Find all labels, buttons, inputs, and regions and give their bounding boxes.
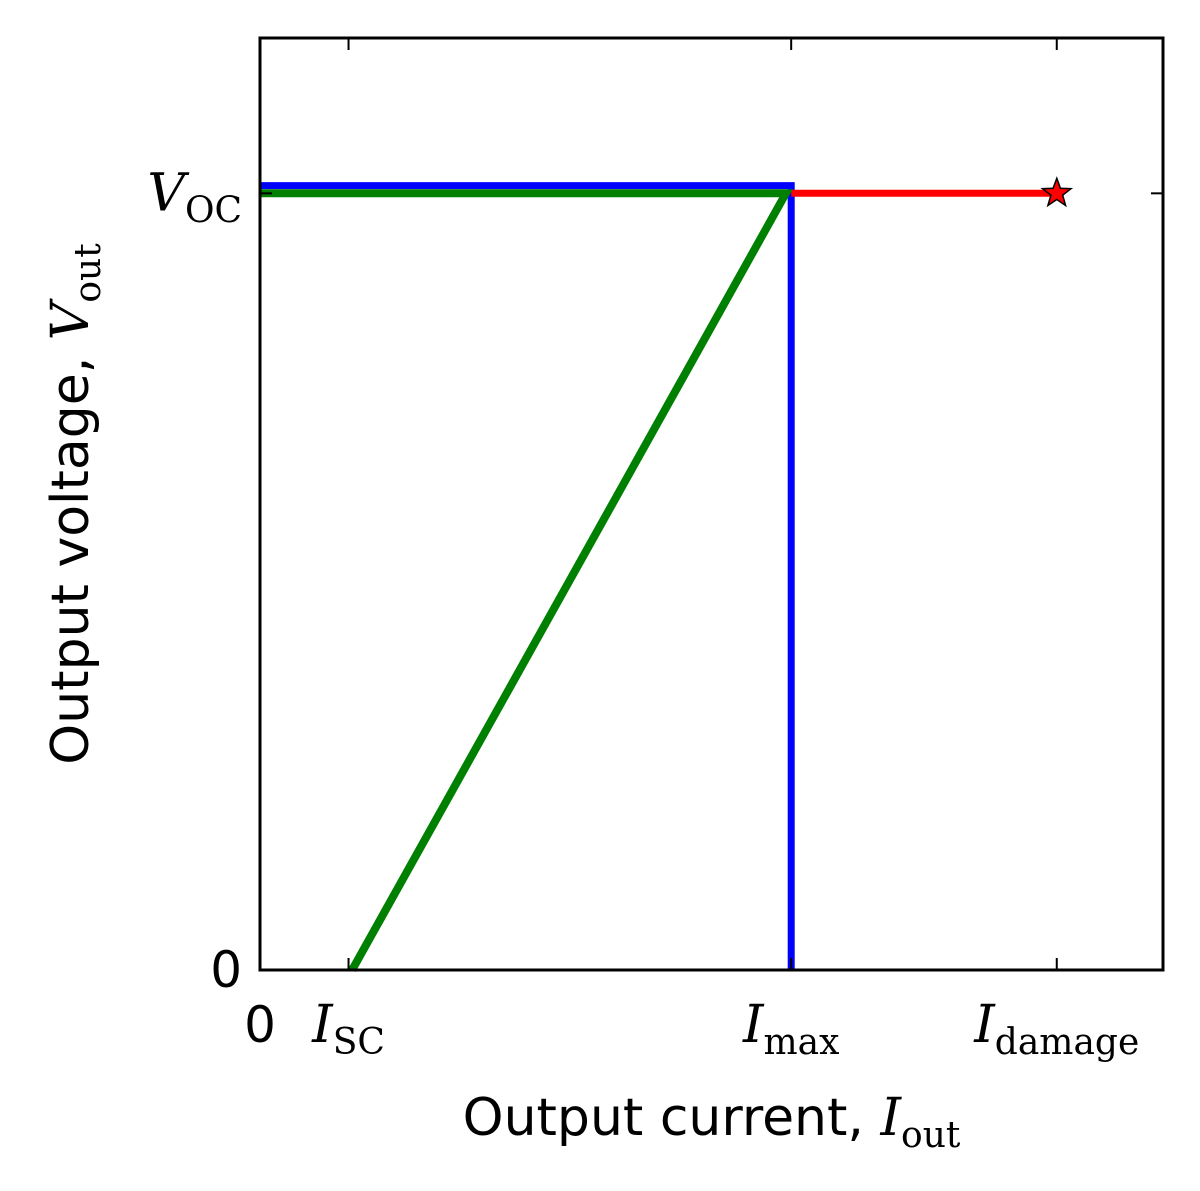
star-marker-0 [1040,176,1074,208]
series-line-2 [260,189,793,972]
y-axis-label: Output voltage, Vout [41,243,109,765]
y-tick-label-0: 0 [210,941,242,999]
x-tick-label-0: 0 [244,996,276,1054]
series-line-0 [260,182,795,970]
x-axis-label: Output current, Iout [463,1088,961,1156]
x-tick-label-2: Imax [742,995,839,1063]
tick-layer: 0 ISC Imax Idamage 0 VOC [147,38,1163,1063]
plot-frame [258,36,1165,972]
marker-layer [1040,176,1074,208]
x-tick-label-1: ISC [311,995,385,1063]
series-layer [260,182,1057,972]
x-tick-label-3: Idamage [973,995,1139,1063]
y-tick-label-1: VOC [147,163,242,231]
